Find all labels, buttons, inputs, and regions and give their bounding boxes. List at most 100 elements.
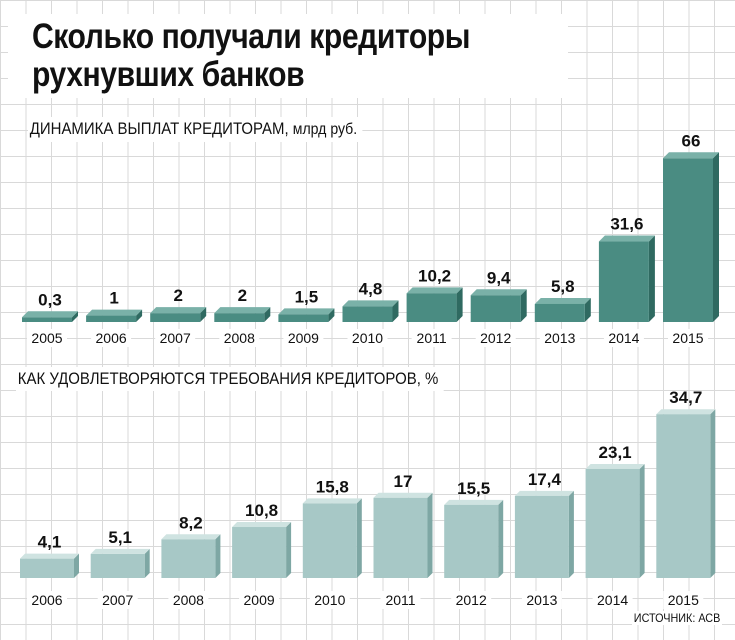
bar-2007 [150, 307, 207, 322]
bar-front [302, 503, 357, 578]
year-label: 2013 [526, 592, 557, 608]
bar-top [663, 152, 719, 159]
year-label-bg [592, 591, 633, 609]
chart-1-title: ДИНАМИКА ВЫПЛАТ КРЕДИТОРАМ, млрд руб. [28, 117, 363, 142]
bar-2009 [232, 522, 292, 578]
year-label: 2006 [96, 330, 127, 346]
bar-top [86, 309, 143, 316]
year-label: 2007 [160, 330, 191, 346]
year-label: 2013 [544, 330, 575, 346]
bar-2013 [534, 297, 591, 322]
bar-top [302, 498, 362, 504]
year-label-bg [475, 329, 516, 347]
value-label: 15,5 [457, 479, 490, 498]
value-label: 23,1 [599, 443, 632, 462]
bar-2006 [86, 309, 143, 322]
bar-side [520, 289, 527, 322]
year-label-bg [97, 591, 138, 609]
year-label-bg [380, 591, 421, 609]
year-label-bg [219, 329, 260, 347]
year-label: 2014 [597, 592, 628, 608]
bar-2010 [302, 498, 362, 578]
value-label: 4,8 [359, 279, 383, 298]
bar-top [470, 289, 527, 296]
value-label: 17 [394, 472, 413, 491]
year-label: 2010 [352, 330, 383, 346]
value-label: 2 [238, 286, 247, 305]
bar-side [427, 492, 433, 578]
bar-front [86, 315, 137, 322]
bar-front [278, 314, 329, 322]
bar-side [286, 522, 292, 578]
year-label: 2012 [480, 330, 511, 346]
bar-2012 [470, 289, 527, 322]
value-label: 1 [109, 289, 118, 308]
bar-front [373, 497, 428, 578]
bar-2008 [214, 307, 271, 322]
bar-2014 [598, 235, 655, 322]
value-label: 8,2 [179, 513, 203, 532]
bar-front [150, 313, 201, 322]
bar-front [598, 241, 649, 322]
bar-side [264, 307, 271, 322]
bar-side [648, 235, 655, 322]
year-label: 2010 [314, 592, 345, 608]
bar-top [514, 490, 574, 496]
year-label-bg [27, 591, 67, 609]
bar-2011 [373, 492, 433, 578]
bar-top [656, 409, 716, 415]
bar-side [72, 311, 78, 322]
bar-top [406, 287, 463, 294]
bar-front [663, 158, 713, 322]
year-label-bg [155, 329, 196, 347]
year-label: 2011 [385, 592, 415, 608]
bar-top [232, 522, 292, 528]
bar-top [90, 548, 150, 554]
bar-2014 [585, 463, 645, 578]
bar-front [585, 468, 640, 578]
bar-side [584, 297, 591, 322]
bar-2015 [656, 409, 716, 578]
bar-2009 [278, 308, 335, 322]
bar-2011 [406, 287, 463, 322]
bar-2010 [342, 300, 399, 322]
chart-1-title-text: ДИНАМИКА ВЫПЛАТ КРЕДИТОРАМ, [29, 119, 289, 138]
bar-front [161, 539, 216, 578]
bar-front [22, 317, 72, 322]
bar-front [534, 303, 585, 322]
chart-1-unit: млрд руб. [292, 121, 358, 138]
bar-2008 [161, 534, 221, 578]
year-label: 2014 [608, 330, 639, 346]
year-label-bg [239, 591, 280, 609]
bar-side [144, 548, 150, 578]
year-label: 2007 [102, 592, 133, 608]
bar-2012 [444, 499, 504, 578]
year-label: 2009 [288, 330, 319, 346]
bar-top [150, 307, 207, 314]
year-label-bg [451, 591, 492, 609]
value-label: 15,8 [316, 477, 349, 496]
bar-side [456, 287, 463, 322]
chart-payouts: 0,3 2005 1 2006 2 2007 2 2008 1,5 2009 4,8 2010 10,2… [22, 131, 719, 347]
value-label: 10,8 [245, 501, 278, 520]
year-label: 2005 [31, 330, 62, 346]
year-label-bg [91, 329, 132, 347]
bar-top [161, 534, 221, 540]
value-label: 2 [173, 286, 182, 305]
bar-top [342, 300, 399, 307]
bar-top [22, 311, 78, 318]
bar-front [656, 414, 711, 578]
bar-front [470, 295, 521, 322]
bar-top [278, 308, 335, 315]
title-line-2: рухнувших банков [32, 55, 305, 94]
bar-front [214, 313, 265, 322]
value-label: 34,7 [669, 388, 702, 407]
value-label: 10,2 [418, 266, 451, 285]
value-label: 31,6 [610, 215, 643, 234]
year-label-bg [347, 329, 388, 347]
bar-top [20, 553, 79, 559]
title-line-1: Сколько получали кредиторы [32, 17, 471, 56]
bar-side [356, 498, 362, 578]
year-label-bg [668, 329, 708, 347]
